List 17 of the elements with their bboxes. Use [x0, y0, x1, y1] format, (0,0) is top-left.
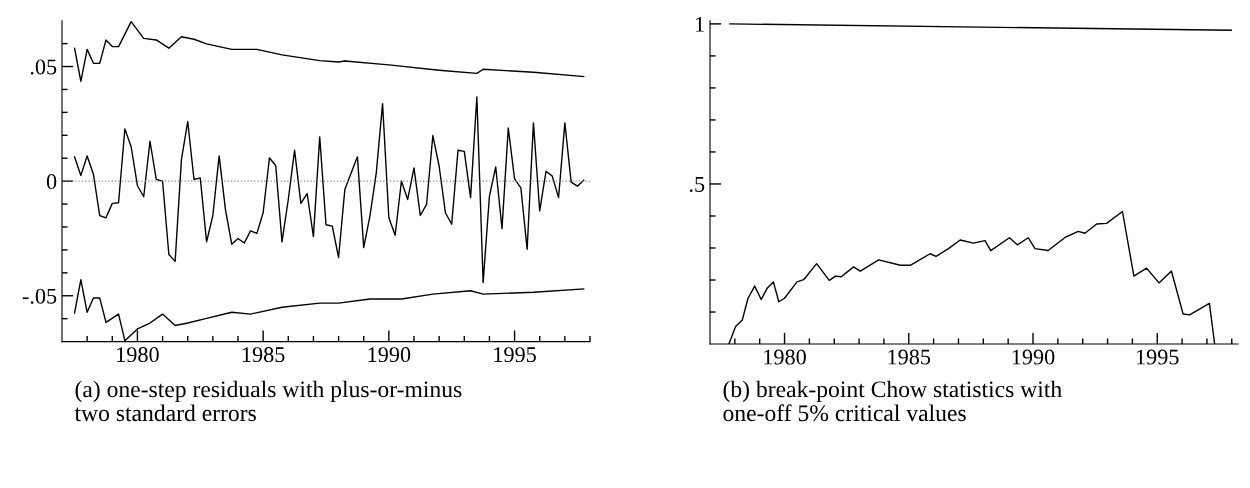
x-tick-label: 1985	[888, 349, 931, 365]
y-tick-label: 0	[46, 174, 57, 190]
x-tick-label: 1990	[368, 347, 411, 363]
x-tick-label: 1995	[494, 347, 536, 363]
x-tick-label: 1980	[764, 349, 806, 365]
y-tick-label: .05	[30, 59, 57, 75]
y-tick-label: -.05	[22, 288, 57, 304]
line-series	[73, 20, 585, 83]
line-series	[73, 96, 585, 284]
y-tick-label: .5	[689, 177, 705, 192]
text: (a) one-step residuals with plus-or-minus two standard errors	[74, 380, 462, 422]
x-tick-label: 1990	[1012, 349, 1055, 365]
x-tick-label: 1980	[117, 347, 159, 363]
x-tick-label: 1985	[242, 347, 285, 363]
x-tick-label: 1995	[1136, 349, 1179, 365]
y-tick-label: 1	[695, 16, 704, 32]
text: (b) break-point Chow statistics with one-off 5% critical values	[723, 380, 1062, 422]
